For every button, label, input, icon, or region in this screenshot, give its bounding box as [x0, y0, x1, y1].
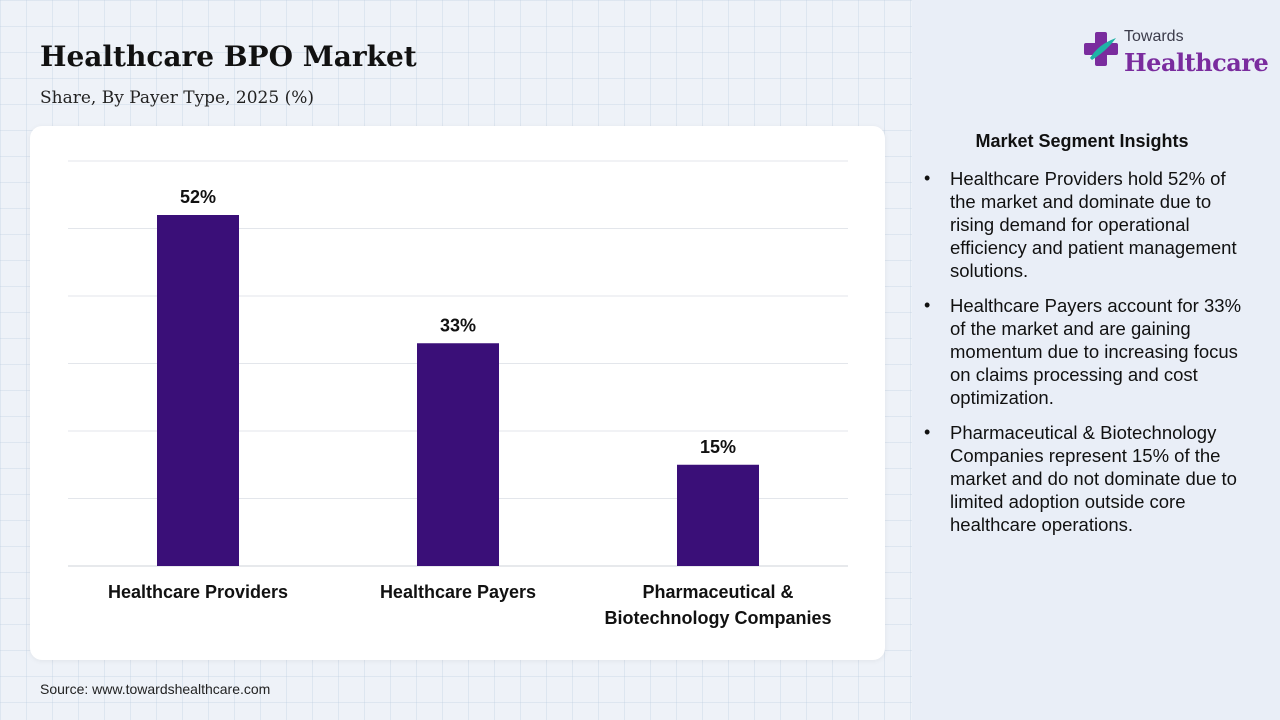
insight-text: Healthcare Payers account for 33% of the… — [950, 295, 1242, 408]
towards-healthcare-logo: Towards Healthcare — [1080, 26, 1269, 78]
bar-chart: 52% 33% 15% — [68, 160, 848, 567]
insight-item: • Healthcare Payers account for 33% of th… — [924, 294, 1254, 409]
insights-list: • Healthcare Providers hold 52% of the ma… — [924, 167, 1254, 548]
source-note: Source: www.towardshealthcare.com — [40, 681, 271, 697]
bullet-icon: • — [924, 295, 931, 315]
bar — [417, 343, 499, 566]
data-label: 52% — [180, 187, 216, 207]
logo-text-healthcare: Healthcare — [1124, 48, 1269, 77]
insight-text: Pharmaceutical & Biotechnology Companies… — [950, 422, 1237, 535]
insight-text: Healthcare Providers hold 52% of the mar… — [950, 168, 1237, 281]
insights-panel — [912, 0, 1280, 720]
page-title: Healthcare BPO Market — [40, 40, 417, 73]
chart-card: 52% 33% 15% Healthcare Providers Healthcare… — [30, 126, 885, 660]
data-label: 33% — [440, 315, 476, 335]
logo-text-towards: Towards — [1124, 28, 1184, 45]
insights-title: Market Segment Insights — [975, 131, 1189, 151]
insight-item: • Healthcare Providers hold 52% of the ma… — [924, 167, 1254, 282]
data-label: 15% — [700, 437, 736, 457]
bullet-icon: • — [924, 422, 931, 442]
bullet-icon: • — [924, 168, 931, 188]
page-subtitle: Share, By Payer Type, 2025 (%) — [40, 88, 315, 108]
insight-item: • Pharmaceutical & Biotechnology Companie… — [924, 421, 1254, 536]
bar — [677, 464, 759, 566]
bar — [157, 215, 239, 566]
medical-cross-icon — [1084, 32, 1118, 66]
